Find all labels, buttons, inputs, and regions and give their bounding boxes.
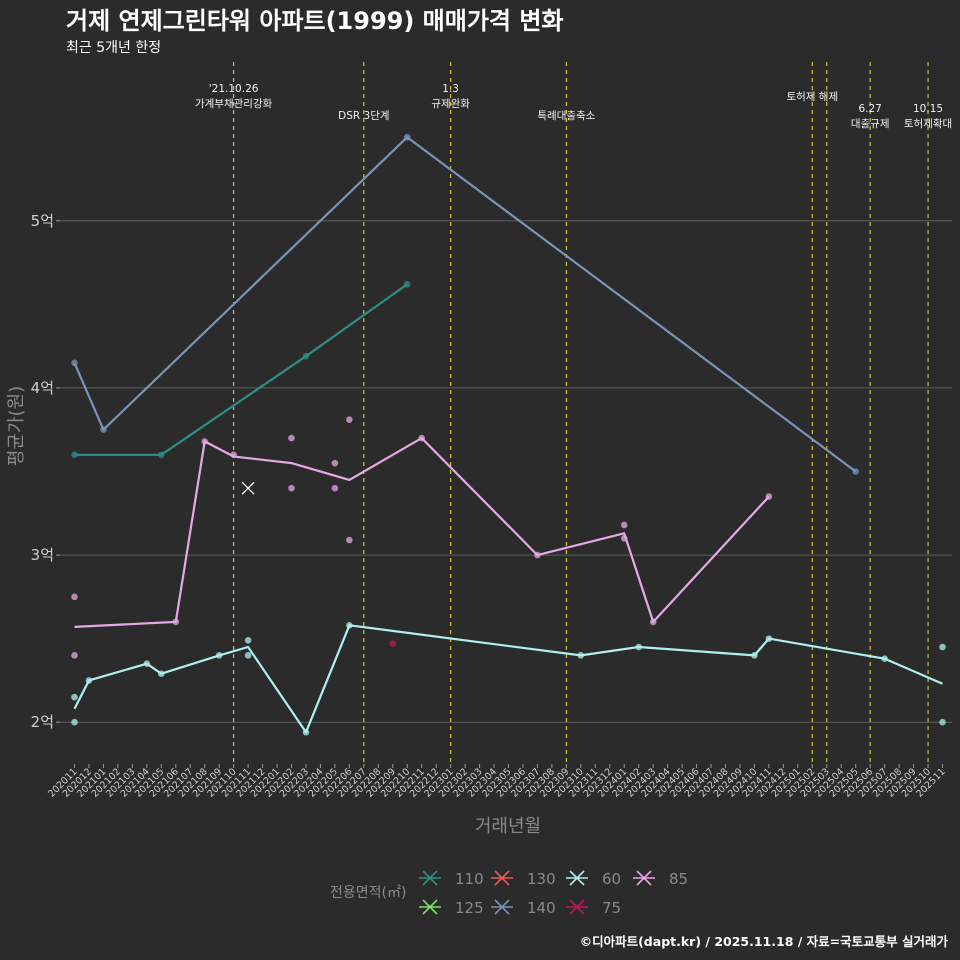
- data-point-85: [534, 551, 541, 559]
- data-point-60: [244, 637, 252, 644]
- data-point-110: [302, 352, 310, 360]
- data-point-85: [346, 416, 353, 423]
- event-label: 6.27: [858, 103, 881, 115]
- data-point-60: [71, 718, 78, 726]
- data-point-110: [71, 451, 78, 459]
- data-point-85: [331, 484, 339, 492]
- series-line-140: [73, 136, 857, 473]
- data-point-60: [85, 677, 93, 684]
- event-label: 토허제확대: [904, 117, 952, 130]
- data-point-85: [230, 451, 237, 459]
- data-point-85: [71, 593, 78, 601]
- legend-label: 60: [602, 870, 621, 888]
- data-point-110: [403, 281, 411, 288]
- gridlines: [60, 220, 952, 723]
- x-axis-title: 거래년월: [475, 816, 541, 837]
- event-label: 특례대출축소: [537, 110, 595, 122]
- data-point-140: [403, 133, 411, 141]
- legend-title: 전용면적(㎡): [330, 885, 406, 901]
- data-point-60: [215, 652, 223, 659]
- legend-label: 85: [669, 870, 688, 888]
- legend-item-85: 85: [633, 870, 688, 888]
- data-point-60: [302, 728, 310, 736]
- data-point-140: [100, 426, 107, 434]
- legend-label: 75: [602, 899, 621, 917]
- legend-item-125: 125: [419, 899, 484, 917]
- data-point-60: [346, 621, 353, 629]
- data-point-60: [939, 718, 946, 726]
- legend-item-140: 140: [491, 899, 556, 917]
- legend-label: 130: [527, 870, 556, 888]
- source-caption: ©디아파트(dapt.kr) / 2025.11.18 / 자료=국토교통부 실…: [580, 934, 949, 949]
- data-point-85: [765, 493, 773, 500]
- data-point-140: [852, 468, 859, 475]
- y-tick-label: 4억: [31, 379, 54, 397]
- legend-label: 140: [527, 899, 556, 917]
- data-point-60: [244, 652, 252, 659]
- series-line-85: [74, 437, 770, 628]
- data-point-75: [389, 640, 397, 647]
- event-label: '21.10.26: [209, 83, 259, 95]
- legend: 전용면적(㎡) 110 130 60 85 125 140 75: [330, 870, 688, 917]
- data-point-60: [158, 670, 165, 678]
- data-point-140: [71, 359, 78, 367]
- data-point-60: [765, 635, 773, 642]
- event-label: 토허제 해제: [786, 90, 838, 103]
- data-point-85: [346, 536, 353, 544]
- legend-item-75: 75: [566, 899, 621, 917]
- data-point-60: [143, 660, 151, 668]
- data-point-85: [620, 521, 628, 529]
- data-point-85: [418, 434, 426, 442]
- data-point-85: [649, 618, 657, 626]
- event-label: DSR 3단계: [338, 110, 389, 122]
- legend-item-130: 130: [491, 870, 556, 888]
- event-label: 가계부채관리강화: [195, 98, 273, 110]
- y-axis: 2억 3억 4억 5억: [31, 212, 60, 731]
- y-tick-label: 3억: [31, 546, 54, 564]
- legend-item-110: 110: [419, 870, 484, 888]
- data-point-85: [331, 459, 339, 467]
- chart-title: 거제 연제그린타워 아파트(1999) 매매가격 변화: [66, 7, 564, 35]
- data-point-85: [201, 438, 208, 445]
- chart-subtitle: 최근 5개년 한정: [66, 40, 161, 56]
- data-point-60: [751, 652, 758, 659]
- data-point-85: [288, 484, 295, 492]
- data-point-110: [158, 451, 165, 459]
- event-label: 규제완화: [431, 97, 470, 110]
- y-axis-title: 평균가(원): [6, 386, 27, 466]
- series-layer: [71, 133, 946, 736]
- data-point-60: [881, 655, 888, 662]
- event-label: 10.15: [913, 103, 943, 115]
- x-axis: 2020112020122021012021022021032021042021…: [46, 764, 948, 800]
- series-line-110: [74, 283, 408, 456]
- data-point-60: [577, 652, 585, 659]
- cross-stroke: [241, 481, 255, 495]
- event-label: 1.3: [442, 83, 459, 95]
- data-point-cross-130: [241, 481, 255, 495]
- legend-item-60: 60: [566, 870, 621, 888]
- y-tick-label: 5억: [31, 212, 54, 230]
- y-tick-label: 2억: [31, 713, 54, 731]
- data-point-85: [71, 652, 78, 659]
- data-point-60: [939, 643, 946, 651]
- event-label: 대출규제: [851, 118, 890, 130]
- data-point-85: [288, 434, 295, 442]
- data-point-60: [71, 693, 78, 701]
- data-point-85: [620, 535, 628, 542]
- legend-label: 110: [455, 870, 484, 888]
- data-point-85: [172, 618, 180, 626]
- legend-label: 125: [455, 899, 484, 917]
- data-point-60: [635, 643, 642, 651]
